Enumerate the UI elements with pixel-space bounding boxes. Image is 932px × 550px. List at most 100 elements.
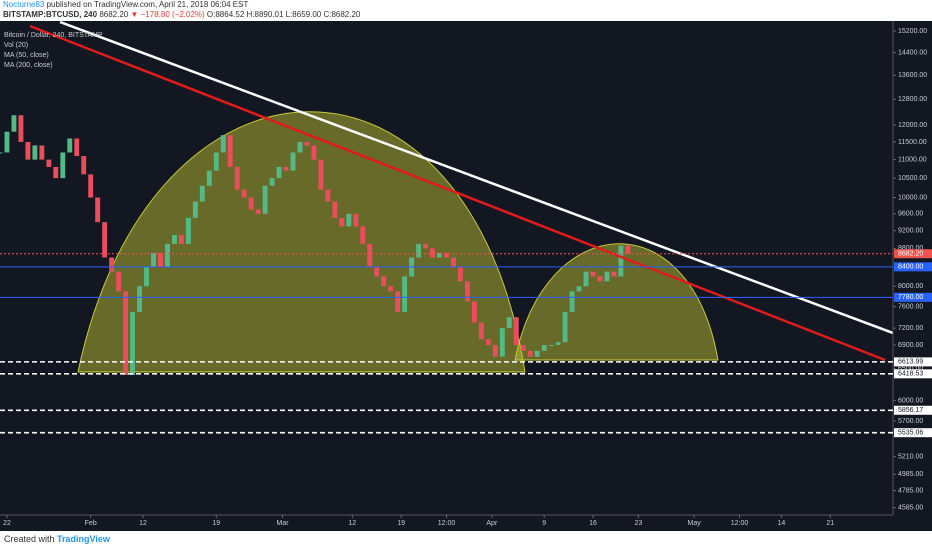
x-tick-label: 12 — [348, 520, 356, 527]
candle — [430, 248, 435, 258]
price-level-label: 5535.06 — [898, 430, 923, 437]
candle — [625, 245, 631, 254]
candle — [53, 166, 59, 179]
candle — [569, 291, 575, 312]
change: ▼ −178.80 (−2.02%) — [130, 10, 205, 19]
x-tick-label: 12 — [139, 520, 147, 527]
candle — [471, 301, 477, 323]
candle — [506, 317, 512, 329]
candle — [374, 266, 380, 277]
candle — [499, 328, 505, 357]
candle — [95, 197, 101, 223]
candle — [46, 159, 52, 167]
x-tick-label: 23 — [634, 520, 642, 527]
y-tick-label: 15200.00 — [898, 28, 927, 35]
candle — [451, 257, 456, 267]
candle — [381, 276, 387, 287]
x-tick-label: 14 — [777, 520, 785, 527]
candle — [492, 345, 498, 357]
y-tick-label: 9200.00 — [898, 228, 923, 235]
candle — [67, 138, 73, 153]
y-tick-label: 6900.00 — [898, 342, 923, 349]
candle — [74, 138, 80, 157]
candle — [513, 317, 519, 346]
x-tick-label: Apr — [486, 520, 498, 527]
candle — [81, 156, 87, 175]
y-tick-label: 11000.00 — [898, 156, 927, 163]
candle — [39, 145, 45, 160]
candle — [144, 266, 149, 287]
y-tick-label: 8000.00 — [898, 283, 923, 290]
candle — [269, 178, 275, 186]
candle — [213, 152, 219, 171]
candle — [534, 350, 540, 357]
trend-line-white — [59, 21, 894, 335]
candle — [597, 276, 603, 282]
candle — [241, 189, 247, 198]
x-tick-label: May — [688, 520, 702, 527]
price-level-label: 6613.99 — [898, 359, 923, 366]
y-tick-label: 6000.00 — [898, 397, 923, 404]
y-tick-label: 12000.00 — [898, 122, 927, 129]
candle — [0, 152, 3, 154]
y-tick-label: 12800.00 — [898, 96, 927, 103]
price-level-label: 5856.17 — [898, 407, 923, 414]
price-level-badge — [894, 428, 932, 438]
price-level-badge — [894, 249, 932, 259]
candle — [402, 276, 408, 312]
candle — [458, 266, 463, 282]
candle — [171, 235, 177, 244]
candle — [151, 252, 156, 267]
y-tick-label: 10000.00 — [898, 194, 927, 201]
candle — [88, 174, 94, 198]
x-tick-label: 9 — [542, 520, 546, 527]
x-tick-label: Mar — [277, 520, 290, 527]
y-tick-label: 11500.00 — [898, 139, 927, 146]
candle — [548, 345, 554, 347]
candle — [527, 350, 533, 357]
legend-item: MA (200, close) — [4, 62, 53, 69]
candle — [11, 115, 17, 132]
candle — [367, 243, 373, 267]
candle — [423, 243, 429, 249]
candle — [395, 291, 401, 312]
candle — [311, 145, 317, 160]
price-level-badge — [894, 357, 932, 367]
candle — [199, 185, 205, 202]
candle — [618, 245, 624, 277]
price-level-label: 6418.53 — [898, 371, 923, 378]
y-tick-label: 4785.00 — [898, 487, 923, 494]
quote-line: BITSTAMP:BTCUSD, 240 8682.20 ▼ −178.80 (… — [3, 10, 360, 20]
last-price: 8682.20 — [99, 10, 129, 19]
price-level-label: 8400.00 — [898, 264, 923, 271]
footer-brand[interactable]: TradingView — [57, 534, 110, 544]
x-tick-label: Feb — [85, 520, 97, 527]
candle — [130, 311, 135, 375]
price-level-badge — [894, 369, 932, 379]
author[interactable]: Nocturne83 — [3, 0, 45, 9]
x-tick-label: 19 — [212, 520, 220, 527]
publish-info: published on TradingView.com, April 21, … — [46, 0, 249, 9]
price-level-label: 8682.20 — [898, 251, 923, 258]
candle — [444, 252, 449, 258]
ohlc: O:8864.52 H:8890.01 L:8659.00 C:8682.20 — [206, 10, 361, 19]
candle — [541, 345, 547, 351]
y-tick-label: 14400.00 — [898, 49, 927, 56]
candle — [360, 226, 366, 244]
candle — [283, 166, 289, 171]
candle — [304, 141, 310, 146]
x-tick-label: 16 — [589, 520, 597, 527]
candle — [562, 311, 568, 343]
candle — [234, 166, 240, 190]
chart: Bitcoin / Dollar, 240, BITSTAMP Vol (20)… — [0, 21, 932, 531]
candle — [576, 286, 582, 292]
y-tick-label: 4585.00 — [898, 504, 923, 511]
y-tick-label: 7600.00 — [898, 303, 923, 310]
candle — [416, 243, 422, 258]
legend-item: MA (50, close) — [4, 52, 49, 59]
candle — [255, 209, 261, 214]
trend-line-red — [29, 24, 886, 362]
price-level-badge — [894, 292, 932, 302]
candle — [25, 141, 31, 160]
candle — [4, 131, 10, 153]
